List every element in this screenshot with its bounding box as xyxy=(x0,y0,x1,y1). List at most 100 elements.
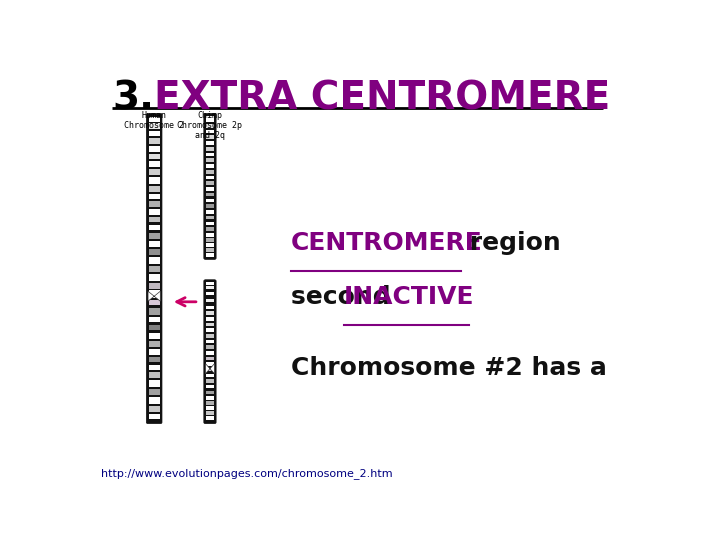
Bar xyxy=(148,225,160,230)
Bar xyxy=(206,216,214,219)
Bar xyxy=(206,282,214,285)
Bar xyxy=(206,248,214,252)
Bar xyxy=(206,411,214,415)
Bar xyxy=(148,209,160,215)
Bar xyxy=(148,308,160,315)
Bar xyxy=(206,227,214,231)
Bar xyxy=(206,306,214,309)
FancyBboxPatch shape xyxy=(204,113,216,259)
Text: INACTIVE: INACTIVE xyxy=(344,285,474,309)
Bar xyxy=(148,406,160,411)
Bar xyxy=(206,238,214,242)
Bar xyxy=(148,233,160,239)
Bar xyxy=(148,257,160,264)
Bar xyxy=(206,286,214,289)
Bar xyxy=(206,210,214,214)
Bar xyxy=(148,372,160,378)
Bar xyxy=(206,401,214,404)
Bar xyxy=(148,117,160,123)
Bar xyxy=(148,217,160,222)
Bar xyxy=(148,290,160,298)
Bar xyxy=(206,253,214,256)
Bar xyxy=(206,233,214,237)
Bar xyxy=(206,170,214,173)
Bar xyxy=(206,147,214,151)
Bar xyxy=(206,124,214,127)
Bar xyxy=(148,194,160,199)
Bar xyxy=(206,118,214,122)
Bar xyxy=(206,340,214,343)
Bar xyxy=(206,187,214,191)
Polygon shape xyxy=(148,291,161,301)
Bar xyxy=(206,193,214,197)
Bar xyxy=(148,283,160,288)
Bar xyxy=(148,154,160,159)
Bar xyxy=(148,249,160,255)
Text: Chromosome #2 has a: Chromosome #2 has a xyxy=(291,356,607,380)
Text: Human
Chromosome 2: Human Chromosome 2 xyxy=(124,111,184,130)
Bar xyxy=(148,161,160,167)
Bar xyxy=(148,123,160,129)
Bar xyxy=(206,312,214,315)
Bar xyxy=(148,357,160,362)
Bar xyxy=(206,379,214,383)
Bar xyxy=(148,349,160,355)
Bar xyxy=(206,328,214,332)
Bar xyxy=(206,334,214,338)
Text: second: second xyxy=(291,285,400,309)
Text: EXTRA CENTROMERE: EXTRA CENTROMERE xyxy=(154,79,611,117)
Polygon shape xyxy=(205,363,215,374)
Bar xyxy=(206,346,214,349)
Bar xyxy=(148,341,160,347)
Bar xyxy=(206,243,214,247)
Bar xyxy=(206,396,214,400)
Text: CENTROMERE: CENTROMERE xyxy=(291,231,482,255)
Bar xyxy=(148,266,160,272)
Bar xyxy=(206,181,214,185)
Bar xyxy=(206,221,214,225)
Bar xyxy=(148,201,160,207)
Bar xyxy=(148,169,160,175)
Text: 3.: 3. xyxy=(112,79,154,117)
Bar xyxy=(148,325,160,330)
Bar xyxy=(206,299,214,302)
FancyBboxPatch shape xyxy=(204,280,216,424)
Text: http://www.evolutionpages.com/chromosome_2.htm: http://www.evolutionpages.com/chromosome… xyxy=(101,468,393,478)
Bar xyxy=(206,158,214,162)
Bar xyxy=(206,368,214,372)
Bar xyxy=(206,416,214,420)
Bar xyxy=(206,362,214,366)
Bar xyxy=(206,116,214,118)
Bar xyxy=(148,414,160,420)
Text: Chimp
Chromosome 2p
and 2q: Chimp Chromosome 2p and 2q xyxy=(177,111,243,140)
FancyBboxPatch shape xyxy=(146,113,162,424)
Bar xyxy=(206,153,214,156)
Bar xyxy=(206,390,214,394)
Bar xyxy=(206,136,214,139)
Bar xyxy=(206,374,214,377)
Bar xyxy=(148,333,160,339)
Bar xyxy=(148,131,160,136)
Bar xyxy=(206,130,214,133)
Bar xyxy=(206,406,214,410)
Bar xyxy=(148,138,160,144)
Bar xyxy=(206,351,214,355)
Bar xyxy=(148,186,160,192)
Bar xyxy=(148,300,160,306)
Bar xyxy=(206,141,214,145)
Bar xyxy=(206,317,214,321)
Bar xyxy=(206,199,214,202)
Bar xyxy=(206,292,214,295)
Bar xyxy=(148,241,160,247)
Bar xyxy=(148,364,160,370)
Bar xyxy=(148,380,160,387)
Bar xyxy=(148,397,160,404)
Bar xyxy=(206,176,214,179)
Bar xyxy=(148,317,160,322)
Bar xyxy=(148,146,160,152)
Bar xyxy=(206,356,214,360)
Bar xyxy=(206,323,214,326)
Bar xyxy=(148,177,160,184)
Text: region: region xyxy=(461,231,561,255)
Bar xyxy=(206,385,214,388)
